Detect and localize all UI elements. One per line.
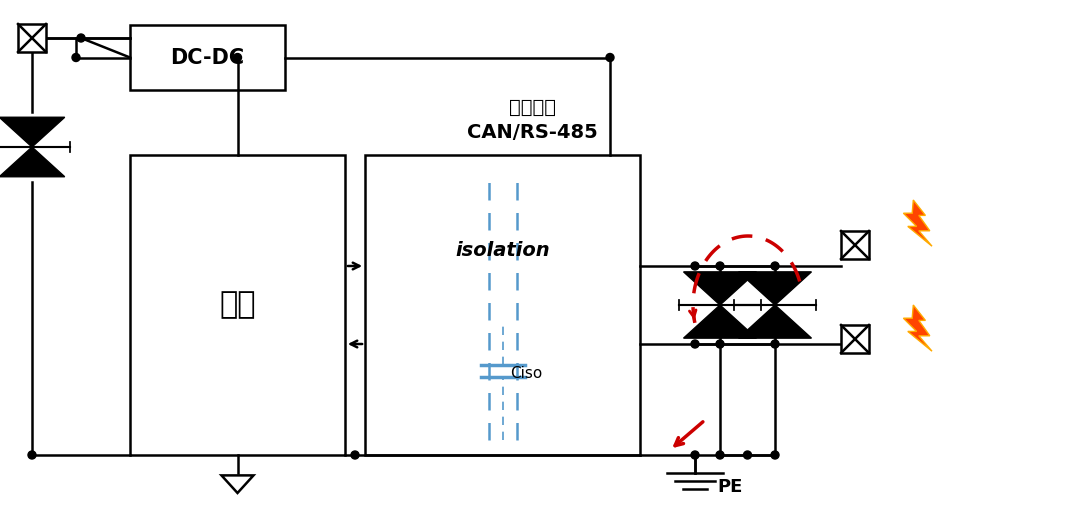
Text: 隔离接口: 隔离接口	[509, 98, 556, 116]
Text: PE: PE	[717, 478, 742, 496]
Circle shape	[606, 53, 615, 62]
Bar	[365, 155, 640, 455]
Circle shape	[233, 53, 242, 62]
Polygon shape	[684, 305, 756, 338]
Circle shape	[77, 34, 85, 42]
Text: 主控: 主控	[219, 291, 256, 319]
Bar	[841, 325, 869, 353]
Circle shape	[716, 451, 724, 459]
Bar	[18, 24, 46, 52]
Bar	[130, 155, 345, 455]
Polygon shape	[0, 117, 65, 147]
Text: Ciso: Ciso	[511, 365, 543, 381]
Bar	[841, 231, 869, 259]
Text: isolation: isolation	[455, 242, 550, 260]
Circle shape	[691, 451, 699, 459]
Polygon shape	[0, 147, 65, 177]
Text: CAN/RS-485: CAN/RS-485	[468, 124, 598, 143]
Circle shape	[28, 451, 36, 459]
Polygon shape	[903, 200, 932, 246]
Circle shape	[691, 262, 699, 270]
Circle shape	[72, 53, 80, 62]
Circle shape	[351, 451, 359, 459]
Polygon shape	[739, 272, 811, 305]
Polygon shape	[739, 305, 811, 338]
Polygon shape	[684, 272, 756, 305]
Circle shape	[743, 451, 752, 459]
Text: DC-DC: DC-DC	[171, 48, 244, 67]
Polygon shape	[903, 305, 932, 351]
Circle shape	[691, 340, 699, 348]
Circle shape	[771, 451, 779, 459]
Circle shape	[771, 262, 779, 270]
Polygon shape	[221, 476, 254, 493]
Circle shape	[771, 340, 779, 348]
Circle shape	[716, 262, 724, 270]
Bar	[130, 25, 285, 90]
Circle shape	[716, 340, 724, 348]
